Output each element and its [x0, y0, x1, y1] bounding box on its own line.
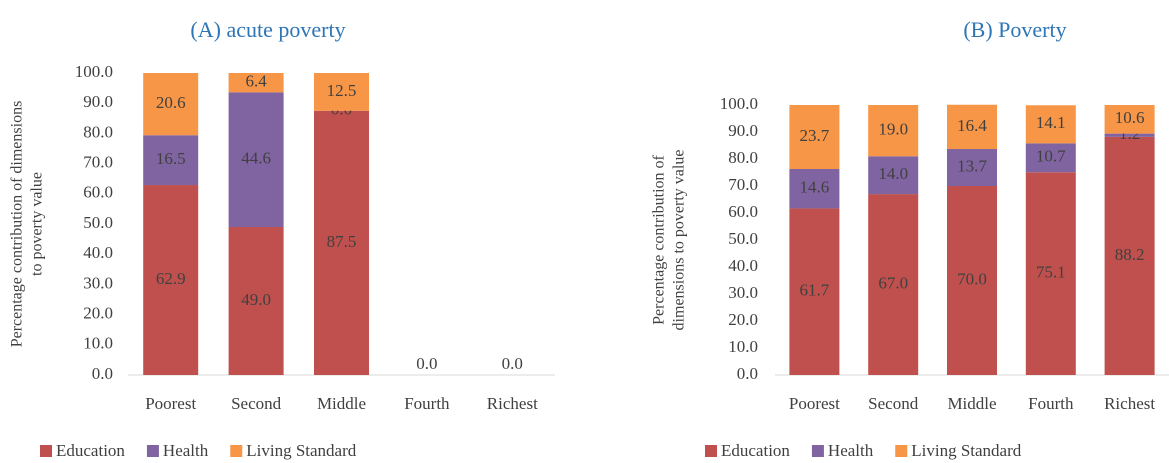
- y-tick-label: 20.0: [728, 310, 758, 329]
- bar-segment: [228, 227, 284, 375]
- y-tick-label: 60.0: [728, 202, 758, 221]
- data-label: 19.0: [878, 120, 908, 139]
- x-tick-label: Second: [868, 394, 919, 413]
- bar-segment: [143, 185, 199, 375]
- bar-segment: [868, 105, 919, 157]
- y-tick-label: 40.0: [728, 256, 758, 275]
- chart-title: (B) Poverty: [963, 17, 1066, 42]
- x-tick-label: Poorest: [145, 394, 196, 413]
- data-label: 10.6: [1115, 108, 1145, 127]
- data-label: 13.7: [957, 156, 987, 175]
- legend-swatch: [705, 445, 717, 457]
- data-label: 70.0: [957, 269, 987, 288]
- y-tick-label: 90.0: [83, 92, 113, 111]
- bar-segment: [868, 194, 919, 375]
- legend-swatch: [811, 445, 824, 457]
- y-axis-label: dimensions to poverty value: [671, 150, 688, 331]
- legend-swatch: [230, 445, 243, 457]
- y-tick-label: 100.0: [75, 62, 113, 81]
- bar-segment: [789, 105, 840, 169]
- data-label: 61.7: [800, 281, 830, 300]
- x-tick-label: Second: [231, 394, 282, 413]
- legend-label: Health: [828, 441, 874, 460]
- data-label: 14.6: [800, 178, 830, 197]
- y-tick-label: 60.0: [83, 183, 113, 202]
- y-axis-label: Percentage contribution of dimensions: [9, 101, 26, 348]
- data-label: 0.0: [416, 354, 437, 373]
- bar-segment: [868, 156, 919, 195]
- data-label: 87.5: [327, 232, 357, 251]
- legend-swatch: [895, 445, 908, 457]
- bar-segment: [228, 73, 284, 93]
- x-tick-label: Fourth: [404, 394, 450, 413]
- chart-title: (A) acute poverty: [190, 17, 345, 42]
- y-tick-label: 0.0: [92, 364, 113, 383]
- y-axis-label: to poverty value: [29, 172, 46, 276]
- x-tick-label: Richest: [487, 394, 538, 413]
- data-label: 88.2: [1115, 245, 1145, 264]
- data-label: 0.0: [502, 354, 523, 373]
- legend-label: Education: [721, 441, 790, 460]
- bar-segment: [228, 92, 284, 228]
- y-tick-label: 100.0: [720, 94, 758, 113]
- x-tick-label: Middle: [947, 394, 996, 413]
- y-tick-label: 80.0: [728, 148, 758, 167]
- data-label: 75.1: [1036, 263, 1066, 282]
- bar-segment: [1104, 133, 1155, 137]
- data-label: 14.0: [878, 164, 908, 183]
- x-tick-label: Richest: [1104, 394, 1155, 413]
- x-tick-label: Fourth: [1028, 394, 1074, 413]
- x-tick-label: Poorest: [789, 394, 840, 413]
- x-tick-label: Middle: [317, 394, 366, 413]
- bar-segment: [1025, 105, 1076, 144]
- data-label: 62.9: [156, 269, 186, 288]
- bar-segment: [143, 73, 199, 136]
- data-label: 44.6: [241, 149, 271, 168]
- data-label: 12.5: [327, 81, 357, 100]
- data-label: 6.4: [245, 72, 267, 91]
- bar-segment: [1025, 172, 1076, 375]
- y-tick-label: 30.0: [728, 283, 758, 302]
- data-label: 49.0: [241, 290, 271, 309]
- legend-swatch: [40, 445, 52, 457]
- y-tick-label: 50.0: [83, 213, 113, 232]
- legend-label: Living Standard: [246, 441, 357, 460]
- bar-segment: [947, 149, 997, 186]
- bar-segment: [789, 168, 840, 209]
- y-tick-label: 90.0: [728, 121, 758, 140]
- y-tick-label: 0.0: [737, 364, 758, 383]
- y-tick-label: 70.0: [728, 175, 758, 194]
- bar-segment: [143, 135, 199, 186]
- legend-label: Education: [56, 441, 125, 460]
- bar-segment: [314, 73, 369, 111]
- y-tick-label: 10.0: [728, 337, 758, 356]
- data-label: 16.4: [957, 116, 987, 135]
- bar-segment: [789, 208, 840, 375]
- bar-segment: [947, 186, 997, 375]
- y-tick-label: 10.0: [83, 334, 113, 353]
- bar-segment: [947, 104, 997, 150]
- data-label: 14.1: [1036, 113, 1066, 132]
- data-label: 23.7: [800, 126, 830, 145]
- y-tick-label: 70.0: [83, 153, 113, 172]
- y-tick-label: 30.0: [83, 273, 113, 292]
- y-tick-label: 20.0: [83, 304, 113, 323]
- legend-label: Health: [163, 441, 209, 460]
- bar-segment: [314, 110, 369, 375]
- legend-label: Living Standard: [911, 441, 1022, 460]
- y-tick-label: 40.0: [83, 243, 113, 262]
- y-axis-label: Percentage contribution of: [651, 154, 668, 324]
- y-tick-label: 50.0: [728, 229, 758, 248]
- bar-segment: [1025, 143, 1076, 173]
- data-label: 10.7: [1036, 147, 1066, 166]
- data-label: 16.5: [156, 149, 186, 168]
- y-tick-label: 80.0: [83, 122, 113, 141]
- data-label: 20.6: [156, 93, 186, 112]
- bar-segment: [1104, 136, 1155, 375]
- data-label: 67.0: [878, 273, 908, 292]
- bar-segment: [1104, 105, 1155, 134]
- legend-swatch: [146, 445, 159, 457]
